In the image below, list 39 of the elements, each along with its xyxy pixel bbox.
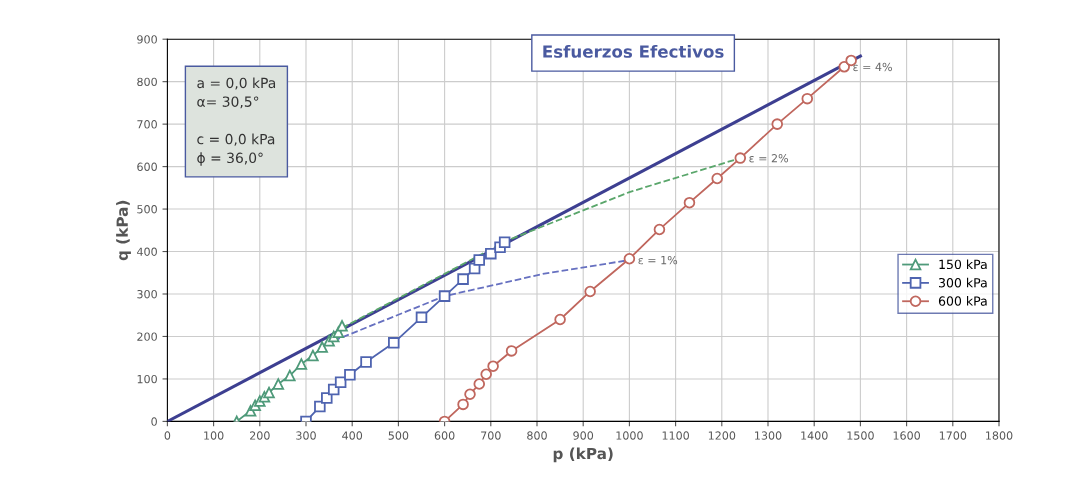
x-tick-label: 500 <box>388 431 409 440</box>
legend-label: 300 kPa <box>939 277 987 288</box>
annotation: ε = 2% <box>749 154 789 163</box>
x-tick-label: 900 <box>573 431 594 440</box>
y-tick-label: 600 <box>137 162 157 171</box>
y-tick-label: 500 <box>137 205 157 214</box>
y-tick-label: 900 <box>137 35 157 44</box>
x-tick-label: 1300 <box>755 431 782 440</box>
legend-label: 600 kPa <box>938 296 987 306</box>
x-tick-label: 300 <box>296 431 316 440</box>
x-tick-label: 0 <box>164 431 171 440</box>
x-tick-label: 400 <box>342 431 363 440</box>
annotation: ε = 4% <box>853 62 892 72</box>
x-tick-label: 1200 <box>708 431 736 440</box>
annotation: ε = 1% <box>638 255 678 265</box>
x-tick-label: 1000 <box>616 431 643 440</box>
x-tick-label: 700 <box>481 431 501 440</box>
y-tick-label: 400 <box>137 247 157 256</box>
x-tick-label: 1400 <box>801 431 828 440</box>
x-tick-label: 800 <box>527 431 547 440</box>
y-axis-title: q (kPa) <box>116 200 131 261</box>
legend-label: 150 kPa <box>939 259 987 270</box>
x-tick-label: 1500 <box>847 431 874 440</box>
x-tick-label: 1100 <box>662 431 689 440</box>
y-tick-label: 300 <box>137 289 157 299</box>
y-tick-label: 700 <box>137 120 157 129</box>
text: a = 0,0 kPa α= 30,5° c = 0,0 kPa ϕ = 36,0° <box>197 77 276 166</box>
x-tick-label: 600 <box>434 431 455 440</box>
x-tick-label: 1600 <box>893 431 920 440</box>
x-tick-label: 200 <box>250 431 270 440</box>
chart-title: Esfuerzos Efectivos <box>543 44 724 58</box>
y-tick-label: 0 <box>151 417 157 426</box>
y-tick-label: 200 <box>137 332 157 341</box>
x-tick-label: 1800 <box>986 431 1013 440</box>
y-tick-label: 100 <box>137 374 157 384</box>
y-tick-label: 800 <box>137 77 157 87</box>
x-tick-label: 1700 <box>939 431 967 440</box>
x-tick-label: 100 <box>204 431 224 440</box>
x-axis-title: p (kPa) <box>553 447 613 463</box>
